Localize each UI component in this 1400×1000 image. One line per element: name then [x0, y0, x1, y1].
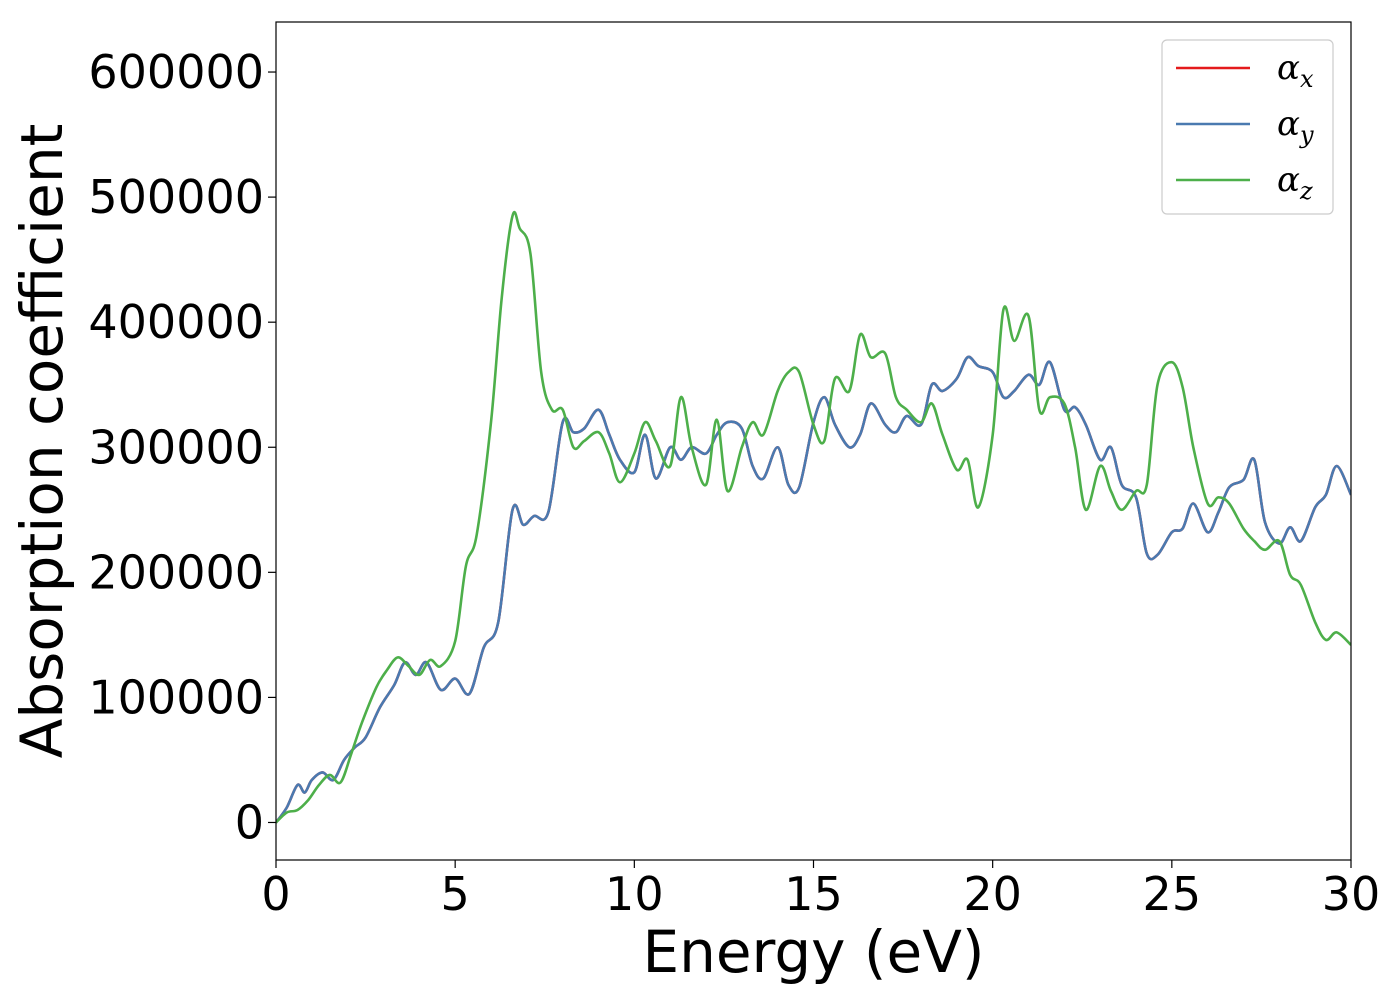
legend-label-y: αy — [1277, 104, 1314, 149]
y-tick-label: 400000 — [88, 295, 264, 349]
x-tick-label: 30 — [1322, 867, 1381, 921]
y-tick-label: 200000 — [88, 545, 264, 599]
x-tick-label: 15 — [784, 867, 843, 921]
legend-label-z: αz — [1277, 160, 1313, 205]
legend-label-subscript: x — [1300, 65, 1314, 93]
series-line-z — [276, 210, 1351, 824]
x-tick-label: 5 — [441, 867, 470, 921]
y-tick-label: 500000 — [88, 170, 264, 224]
x-tick-label: 0 — [261, 867, 290, 921]
x-tick-label: 20 — [963, 867, 1022, 921]
y-tick-label: 100000 — [88, 670, 264, 724]
series-layer — [276, 210, 1351, 824]
legend-label-base: α — [1277, 104, 1300, 144]
x-tick-label: 10 — [605, 867, 664, 921]
y-tick-label: 300000 — [88, 420, 264, 474]
y-tick-label: 600000 — [88, 45, 264, 99]
legend-label-subscript: y — [1299, 121, 1314, 149]
legend-label-base: α — [1277, 48, 1300, 88]
legend-label-base: α — [1277, 160, 1300, 200]
x-tick-label: 25 — [1143, 867, 1202, 921]
x-axis: 0 5 10 15 20 25 30 — [261, 860, 1380, 921]
legend-label-subscript: z — [1299, 177, 1313, 205]
y-tick-label: 0 — [235, 795, 264, 849]
series-line-y — [276, 355, 1351, 824]
x-axis-title: Energy (eV) — [642, 918, 984, 986]
y-axis: 0 100000 200000 300000 400000 500000 600000 — [88, 45, 276, 849]
y-axis-title: Absorption coefficient — [8, 124, 76, 759]
legend-box — [1161, 39, 1334, 215]
legend-label-x: αx — [1277, 48, 1314, 93]
